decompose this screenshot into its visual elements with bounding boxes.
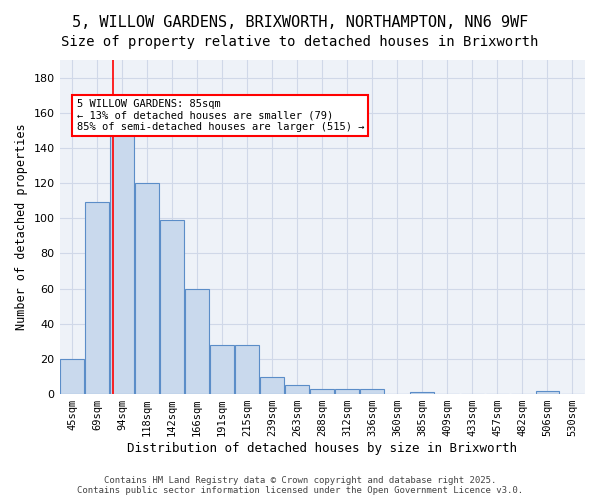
Bar (536, 390, 559, 394)
Bar (185, 288, 209, 394)
Bar (260, 376, 284, 394)
Text: Contains HM Land Registry data © Crown copyright and database right 2025.
Contai: Contains HM Land Registry data © Crown c… (77, 476, 523, 495)
Bar (160, 220, 184, 394)
Bar (85, 202, 109, 394)
Bar (335, 389, 359, 394)
Bar (235, 345, 259, 394)
Bar (60, 359, 84, 394)
Bar (210, 345, 234, 394)
Bar (410, 392, 434, 394)
Bar (310, 389, 334, 394)
Bar (286, 386, 309, 394)
Bar (110, 134, 134, 394)
Bar (135, 183, 159, 394)
Bar (361, 389, 384, 394)
Text: 5, WILLOW GARDENS, BRIXWORTH, NORTHAMPTON, NN6 9WF: 5, WILLOW GARDENS, BRIXWORTH, NORTHAMPTO… (72, 15, 528, 30)
Y-axis label: Number of detached properties: Number of detached properties (15, 124, 28, 330)
X-axis label: Distribution of detached houses by size in Brixworth: Distribution of detached houses by size … (127, 442, 517, 455)
Text: Size of property relative to detached houses in Brixworth: Size of property relative to detached ho… (61, 35, 539, 49)
Text: 5 WILLOW GARDENS: 85sqm
← 13% of detached houses are smaller (79)
85% of semi-de: 5 WILLOW GARDENS: 85sqm ← 13% of detache… (77, 98, 364, 132)
